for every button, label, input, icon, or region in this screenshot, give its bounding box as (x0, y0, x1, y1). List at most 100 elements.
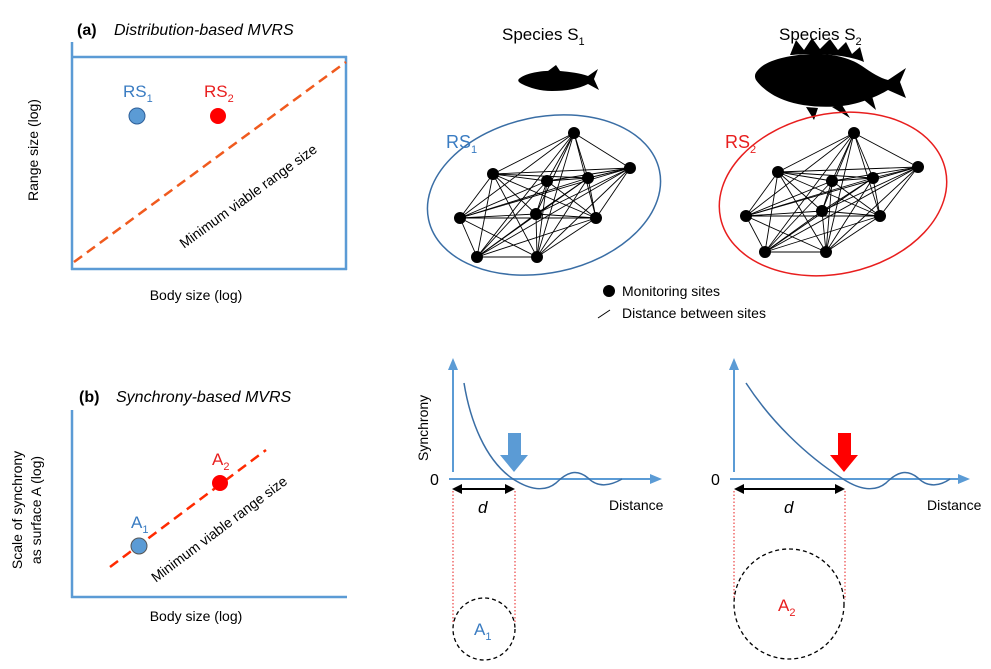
rs1-link (476, 173, 494, 258)
rs1-link (459, 217, 538, 258)
panel-b-tag: (b) (79, 389, 99, 406)
rs2-link (879, 166, 919, 217)
panel-a-mvrs-line (73, 60, 347, 264)
rs2-link (777, 171, 823, 212)
sync2-d-arrow-left (734, 484, 744, 494)
rs2-ellipse (718, 111, 948, 277)
rs2-link (745, 210, 823, 217)
sync2-d-arrow-right (835, 484, 845, 494)
sync1-y-label: Synchrony (415, 395, 431, 461)
panel-a-tag: (a) (77, 22, 97, 39)
sync2-zero-label: 0 (711, 472, 720, 489)
rs1-link (595, 167, 631, 219)
rs1-link (492, 173, 548, 182)
rs1-link (476, 217, 597, 258)
sync1-d-label: d (478, 498, 488, 517)
rs2-link (825, 166, 919, 253)
rs1-link (476, 180, 548, 258)
rs2-link (853, 132, 919, 168)
rs1-link (459, 167, 631, 219)
sync1-x-arrowhead (650, 474, 662, 484)
rs2-link (745, 215, 827, 253)
rs1-link (546, 177, 589, 182)
panel-a-mvrs-label: Minimum viable range size (176, 141, 320, 251)
network-rs1 (454, 127, 636, 263)
rs1-label: RS1 (446, 132, 477, 156)
rs1-link (492, 167, 631, 175)
rs2-link (745, 171, 779, 217)
rs1-link (535, 132, 575, 215)
panel-a-point-rs2 (210, 108, 226, 124)
rs2-site (816, 205, 828, 217)
sync2-x-arrowhead (958, 474, 970, 484)
rs2-link (831, 177, 874, 182)
rs2-site (874, 210, 886, 222)
rs2-link (764, 166, 919, 253)
rs1-link (535, 213, 538, 258)
rs1-link (536, 217, 597, 258)
sync1-d-arrow-left (452, 484, 462, 494)
panel-b-y-label-1: Scale of synchrony (9, 451, 25, 569)
rs1-site (590, 212, 602, 224)
rs1-link (476, 167, 631, 258)
rs2-link (764, 171, 779, 253)
sync2-threshold-arrow (830, 433, 858, 472)
rs1-link (459, 132, 575, 219)
sync2-x-label: Distance (927, 497, 982, 513)
sync1-y-arrowhead (448, 358, 458, 370)
large-fish-icon (754, 38, 906, 120)
panel-a-point-rs1 (128, 107, 146, 125)
rs2-link (825, 177, 874, 253)
rs2-link (853, 132, 874, 179)
rs1-site (454, 212, 466, 224)
legend: Monitoring sites Distance between sites (597, 283, 766, 321)
rs2-site (772, 166, 784, 178)
rs1-site (624, 162, 636, 174)
sync2-curve (745, 382, 951, 490)
rs2-link (745, 215, 766, 253)
rs1-link (476, 132, 575, 258)
rs2-link (821, 210, 881, 217)
rs1-link (535, 167, 631, 215)
rs1-site (541, 175, 553, 187)
sync1-d-arrow-right (505, 484, 515, 494)
rs2-link (764, 215, 881, 253)
rs1-link (536, 167, 631, 258)
rs1-ellipse (426, 114, 662, 276)
panel-a-y-label: Range size (log) (25, 99, 41, 201)
rs1-site (487, 168, 499, 180)
panel-a-rs1-label: RS1 (123, 82, 153, 105)
rs2-link (777, 171, 833, 182)
rs1-link (492, 173, 537, 215)
rs1-site (530, 208, 542, 220)
rs1-link (536, 132, 575, 258)
species-s1-label: Species S1 (502, 25, 585, 48)
sync2-area-label: A2 (778, 596, 795, 619)
rs1-link (492, 132, 575, 175)
sync2-area-circle (733, 548, 845, 660)
rs2-link (777, 171, 881, 217)
panel-b-y-label-2: as surface A (log) (28, 456, 44, 564)
rs1-site (531, 251, 543, 263)
panel-b: (b) Synchrony-based MVRS Minimum viable … (9, 389, 347, 624)
synchrony-plot-2: 0 Distance d A2 (711, 358, 982, 660)
synchrony-plot-1: Synchrony 0 Distance d A1 (415, 358, 664, 661)
sync1-curve (463, 382, 623, 490)
rs1-link (459, 180, 548, 219)
small-fish-icon (518, 65, 599, 91)
rs1-site (568, 127, 580, 139)
rs1-link (546, 180, 597, 219)
panel-a-title: Distribution-based MVRS (114, 22, 294, 39)
rs2-link (872, 177, 881, 217)
species-s2-label: Species S2 (779, 25, 862, 48)
rs1-link (476, 213, 537, 258)
panel-b-point-a1 (130, 537, 148, 555)
rs1-link (459, 217, 478, 258)
sync2-d-label: d (784, 498, 794, 517)
rs1-link (492, 173, 597, 219)
rs2-site (826, 175, 838, 187)
rs2-link (777, 166, 919, 173)
rs1-link (587, 177, 597, 219)
rs2-link (821, 166, 919, 212)
rs2-link (764, 210, 823, 253)
